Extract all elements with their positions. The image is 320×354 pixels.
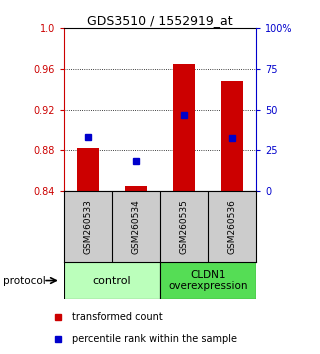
Bar: [125, 186, 147, 191]
Text: GSM260533: GSM260533: [84, 199, 92, 254]
Text: control: control: [93, 275, 131, 286]
Text: GSM260536: GSM260536: [228, 199, 236, 254]
Bar: [173, 64, 195, 191]
Text: transformed count: transformed count: [72, 312, 162, 322]
Title: GDS3510 / 1552919_at: GDS3510 / 1552919_at: [87, 14, 233, 27]
Text: percentile rank within the sample: percentile rank within the sample: [72, 334, 236, 344]
Bar: [221, 81, 243, 191]
Text: protocol: protocol: [3, 275, 46, 286]
Text: GSM260535: GSM260535: [180, 199, 188, 254]
Text: GSM260534: GSM260534: [132, 199, 140, 254]
Text: CLDN1
overexpression: CLDN1 overexpression: [168, 270, 248, 291]
Bar: [160, 262, 256, 299]
Bar: [64, 262, 160, 299]
Bar: [77, 148, 99, 191]
